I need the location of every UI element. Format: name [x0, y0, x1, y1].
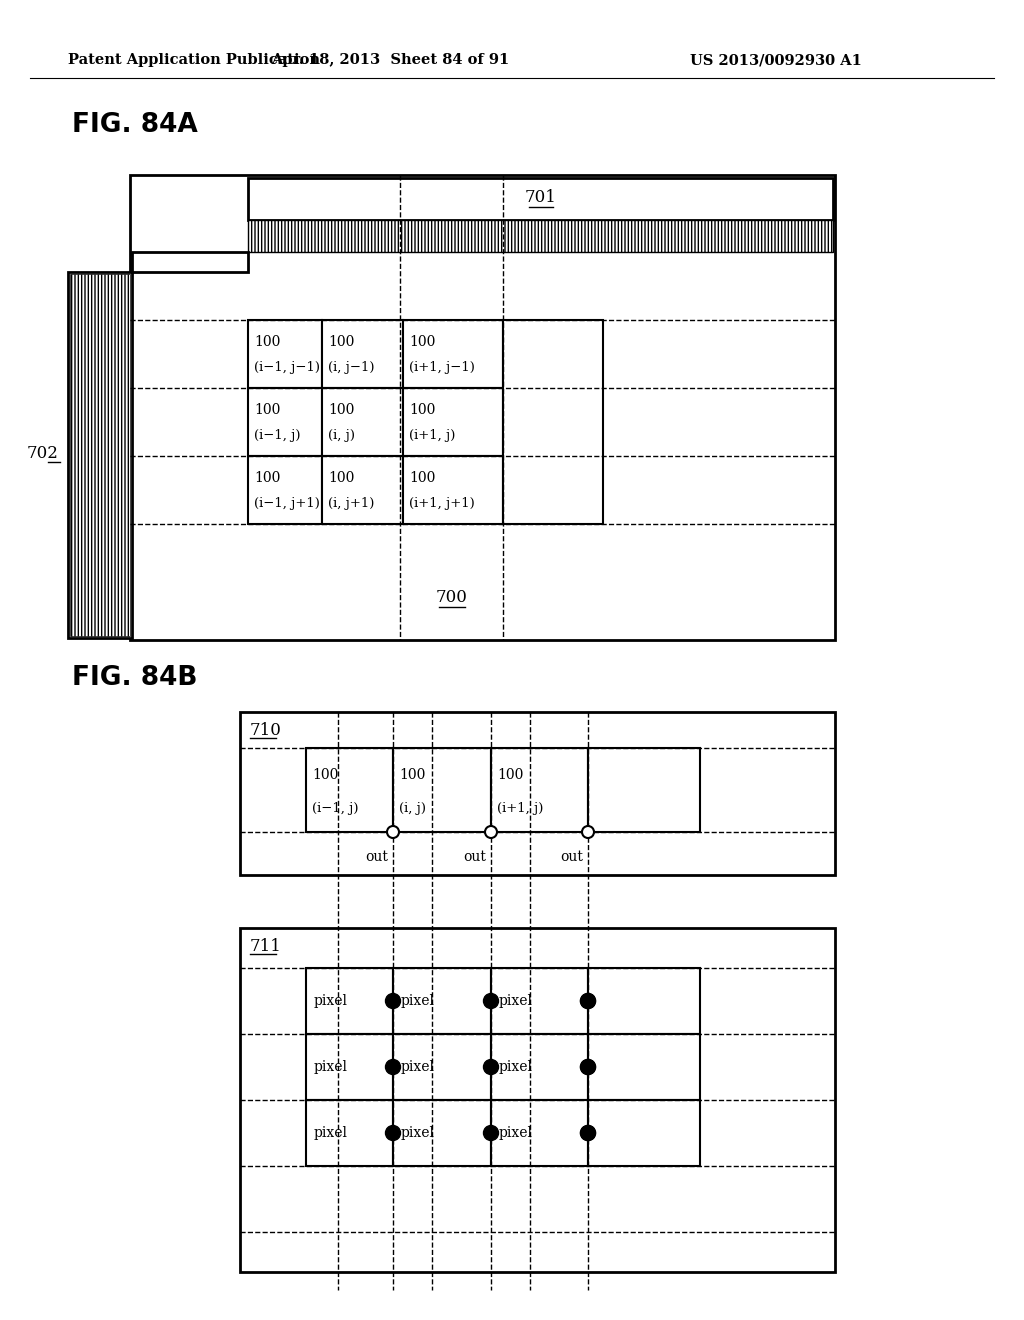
Bar — [70, 275, 130, 636]
Text: 710: 710 — [250, 722, 282, 739]
Bar — [403, 455, 503, 524]
Bar — [248, 220, 833, 252]
Text: 700: 700 — [435, 590, 467, 606]
Text: 100: 100 — [254, 471, 281, 486]
Bar — [132, 252, 248, 272]
Text: 100: 100 — [328, 404, 354, 417]
Text: (i, j−1): (i, j−1) — [328, 362, 375, 374]
Bar — [393, 1100, 490, 1166]
Bar — [322, 455, 403, 524]
Bar — [322, 319, 403, 388]
Bar — [306, 968, 393, 1034]
Text: 100: 100 — [254, 335, 281, 350]
Text: (i−1, j): (i−1, j) — [254, 429, 300, 442]
Circle shape — [385, 994, 400, 1008]
Circle shape — [385, 1060, 400, 1074]
Text: FIG. 84B: FIG. 84B — [72, 665, 198, 690]
Text: Patent Application Publication: Patent Application Publication — [68, 53, 319, 67]
Bar — [393, 1034, 490, 1100]
Text: (i−1, j−1): (i−1, j−1) — [254, 362, 319, 374]
Bar — [588, 748, 700, 832]
Text: pixel: pixel — [499, 1126, 534, 1140]
Text: 100: 100 — [497, 768, 523, 781]
Text: 100: 100 — [409, 471, 435, 486]
Text: (i+1, j+1): (i+1, j+1) — [409, 498, 475, 510]
Bar — [248, 388, 322, 455]
Circle shape — [387, 826, 399, 838]
Bar — [393, 748, 490, 832]
Text: 100: 100 — [328, 471, 354, 486]
Text: 701: 701 — [524, 189, 556, 206]
Text: 711: 711 — [250, 939, 282, 954]
Text: (i+1, j): (i+1, j) — [497, 803, 544, 814]
Bar — [240, 928, 835, 1272]
Circle shape — [485, 826, 497, 838]
Bar — [393, 968, 490, 1034]
Circle shape — [581, 1126, 596, 1140]
Bar — [130, 176, 835, 640]
Bar — [588, 1100, 700, 1166]
Bar — [248, 455, 322, 524]
Text: 100: 100 — [399, 768, 425, 781]
Text: (i, j+1): (i, j+1) — [328, 498, 375, 510]
Text: 702: 702 — [27, 445, 58, 462]
Bar — [306, 1100, 393, 1166]
Bar — [588, 968, 700, 1034]
Bar — [490, 748, 588, 832]
Circle shape — [581, 994, 596, 1008]
Circle shape — [581, 1060, 596, 1074]
Bar — [306, 1034, 393, 1100]
Text: pixel: pixel — [314, 1126, 348, 1140]
Bar — [490, 968, 588, 1034]
Text: (i+1, j): (i+1, j) — [409, 429, 456, 442]
Text: pixel: pixel — [314, 994, 348, 1008]
Text: pixel: pixel — [401, 1126, 435, 1140]
Bar — [240, 711, 835, 875]
Circle shape — [581, 994, 596, 1008]
Text: 100: 100 — [328, 335, 354, 350]
Text: 100: 100 — [409, 335, 435, 350]
Text: pixel: pixel — [401, 1060, 435, 1074]
Text: (i, j): (i, j) — [328, 429, 355, 442]
Circle shape — [483, 1126, 499, 1140]
Text: pixel: pixel — [401, 994, 435, 1008]
Bar — [322, 388, 403, 455]
Circle shape — [581, 1060, 596, 1074]
Bar — [68, 272, 132, 638]
Bar — [306, 748, 393, 832]
Bar — [503, 319, 603, 524]
Bar — [403, 319, 503, 388]
Text: pixel: pixel — [499, 994, 534, 1008]
Bar — [403, 388, 503, 455]
Text: (i+1, j−1): (i+1, j−1) — [409, 362, 475, 374]
Circle shape — [483, 1060, 499, 1074]
Text: 100: 100 — [409, 404, 435, 417]
Text: out: out — [366, 850, 388, 865]
Circle shape — [581, 1126, 596, 1140]
Text: US 2013/0092930 A1: US 2013/0092930 A1 — [690, 53, 862, 67]
Bar — [248, 319, 322, 388]
Circle shape — [385, 1126, 400, 1140]
Text: pixel: pixel — [499, 1060, 534, 1074]
Bar — [490, 1100, 588, 1166]
Text: pixel: pixel — [314, 1060, 348, 1074]
Text: Apr. 18, 2013  Sheet 84 of 91: Apr. 18, 2013 Sheet 84 of 91 — [271, 53, 509, 67]
Text: 100: 100 — [312, 768, 338, 781]
Bar — [588, 1034, 700, 1100]
Text: (i, j): (i, j) — [399, 803, 426, 814]
Text: (i−1, j+1): (i−1, j+1) — [254, 498, 319, 510]
Text: (i−1, j): (i−1, j) — [312, 803, 358, 814]
Bar — [490, 1034, 588, 1100]
Text: out: out — [560, 850, 583, 865]
Bar — [248, 178, 833, 220]
Text: 100: 100 — [254, 404, 281, 417]
Text: FIG. 84A: FIG. 84A — [72, 112, 198, 139]
Circle shape — [582, 826, 594, 838]
Text: out: out — [463, 850, 486, 865]
Circle shape — [483, 994, 499, 1008]
